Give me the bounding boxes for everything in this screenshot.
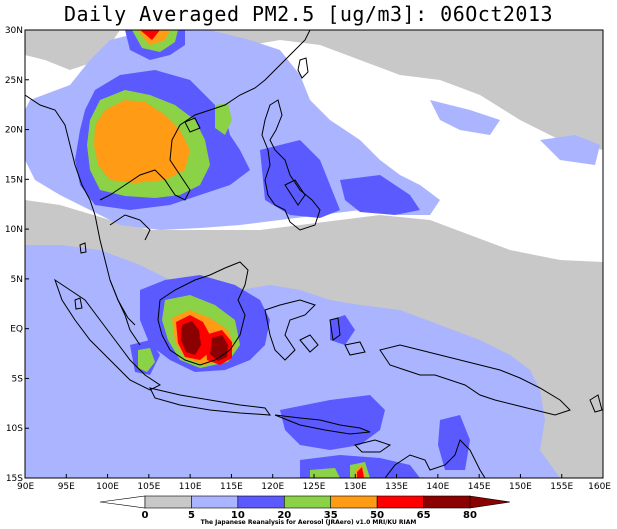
colorbar-label: 80 <box>463 510 477 521</box>
colorbar-segment <box>144 495 192 509</box>
lon-label: 140E <box>426 482 449 492</box>
colorbar-segment <box>283 495 332 509</box>
colorbar-label: 5 <box>188 510 195 521</box>
colorbar-label: 65 <box>417 510 431 521</box>
map-area <box>25 30 603 478</box>
lat-label: 10N <box>5 225 23 235</box>
lon-label: 155E <box>550 482 573 492</box>
colorbar-segment <box>191 495 239 509</box>
lat-label: 10S <box>6 424 23 434</box>
lat-label: 15N <box>5 175 23 185</box>
lon-label: 145E <box>468 482 491 492</box>
lon-label: 105E <box>137 482 160 492</box>
colorbar-arrow-high <box>469 495 511 509</box>
lat-label: 5S <box>12 374 24 384</box>
lat-label: EQ <box>10 325 23 335</box>
lon-label: 150E <box>509 482 532 492</box>
map-title: Daily Averaged PM2.5 [ug/m3]: 06Oct2013 <box>63 2 554 26</box>
lon-label: 160E <box>588 482 611 492</box>
lat-label: 20N <box>5 126 23 136</box>
lon-label: 135E <box>385 482 408 492</box>
lon-label: 130E <box>344 482 367 492</box>
colorbar: 0 5 10 20 35 50 65 80 <box>99 495 511 521</box>
colorbar-label: 0 <box>142 510 149 521</box>
lat-label: 25N <box>5 76 23 86</box>
longitude-labels: 90E 95E 100E 105E 110E 115E 120E 125E 130E 135E 14… <box>17 474 611 492</box>
colorbar-label: 35 <box>324 510 338 521</box>
colorbar-segment <box>423 495 471 509</box>
colorbar-label: 20 <box>277 510 291 521</box>
colorbar-segment <box>330 495 378 509</box>
colorbar-label: 10 <box>231 510 245 521</box>
credit-text: The Japanese Reanalysis for Aerosol (JRA… <box>200 519 417 526</box>
colorbar-segment <box>376 495 424 509</box>
lon-label: 95E <box>58 482 75 492</box>
lon-label: 115E <box>220 482 243 492</box>
lon-label: 100E <box>96 482 119 492</box>
latitude-labels: 30N 25N 20N 15N 10N 5N EQ 5S 10S 15S <box>5 26 29 484</box>
lon-label: 90E <box>17 482 34 492</box>
coastlines <box>25 30 603 478</box>
colorbar-arrow-low <box>99 495 146 509</box>
lat-label: 5N <box>11 275 23 285</box>
lat-label: 30N <box>5 26 23 36</box>
lon-label: 120E <box>261 482 284 492</box>
lon-label: 110E <box>179 482 202 492</box>
colorbar-segment <box>237 495 285 509</box>
colorbar-label: 50 <box>370 510 384 521</box>
lat-label: 15S <box>6 474 23 484</box>
lon-label: 125E <box>303 482 326 492</box>
